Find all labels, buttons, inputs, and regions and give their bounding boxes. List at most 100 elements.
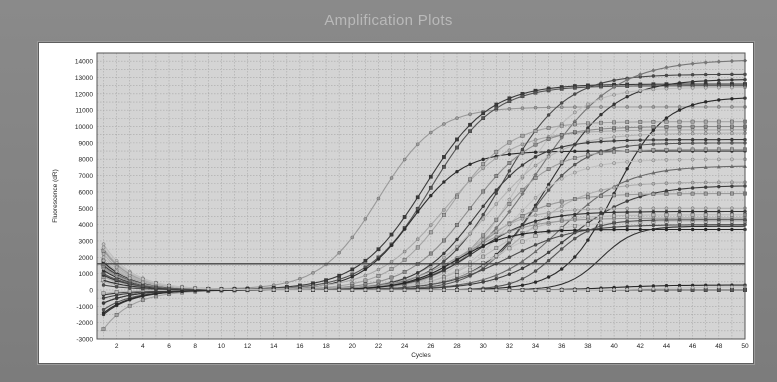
data-point	[101, 301, 106, 305]
data-point	[638, 210, 642, 214]
data-point	[389, 283, 394, 288]
data-point	[442, 208, 446, 212]
data-point	[507, 222, 512, 226]
data-point	[573, 162, 577, 167]
data-point	[730, 157, 734, 162]
data-point	[690, 180, 695, 185]
data-point	[141, 280, 145, 285]
data-point	[690, 137, 695, 142]
data-point	[677, 213, 682, 217]
data-point	[612, 93, 616, 97]
x-axis-label: Cycles	[411, 352, 431, 359]
data-point	[350, 288, 354, 292]
data-point	[533, 155, 538, 159]
data-point	[730, 191, 734, 196]
data-point	[114, 269, 119, 274]
data-point	[114, 285, 119, 289]
data-point	[664, 286, 669, 291]
data-point	[638, 173, 643, 178]
data-point	[455, 269, 459, 274]
data-point	[704, 206, 708, 210]
data-point	[651, 210, 656, 214]
data-point	[140, 298, 145, 302]
data-point	[101, 245, 106, 250]
data-point	[560, 219, 564, 223]
data-point	[520, 283, 525, 287]
data-point	[389, 176, 394, 180]
data-point	[468, 282, 472, 287]
data-point	[704, 128, 708, 132]
data-point	[560, 267, 564, 271]
data-point	[494, 106, 499, 111]
data-point	[677, 63, 682, 68]
data-point	[717, 180, 721, 185]
data-point	[350, 235, 354, 240]
data-point	[730, 119, 734, 124]
data-point	[533, 207, 538, 212]
data-point	[376, 247, 381, 252]
data-point	[677, 227, 682, 232]
data-point	[638, 88, 642, 93]
plot-frame	[96, 52, 746, 340]
data-point	[625, 94, 629, 99]
data-point	[455, 194, 459, 199]
y-tick-label: 7000	[79, 173, 94, 180]
data-point	[560, 101, 564, 105]
data-point	[533, 230, 538, 235]
data-point	[546, 275, 551, 279]
data-point	[128, 297, 132, 301]
data-point	[651, 206, 656, 211]
data-point	[494, 149, 499, 154]
data-point	[389, 259, 394, 264]
data-point	[507, 255, 512, 260]
data-point	[651, 68, 656, 73]
data-point	[585, 202, 590, 206]
data-point	[272, 288, 276, 292]
data-point	[442, 165, 446, 169]
data-point	[730, 137, 734, 142]
data-point	[729, 58, 735, 64]
data-point	[677, 191, 682, 196]
x-tick-label: 32	[506, 343, 514, 350]
data-point	[101, 258, 106, 263]
data-point	[114, 290, 119, 294]
x-tick-label: 38	[584, 343, 592, 350]
data-point	[624, 77, 630, 83]
y-tick-label: 4000	[79, 222, 94, 229]
data-point	[520, 249, 525, 253]
series-layer	[101, 58, 748, 332]
data-point	[677, 181, 682, 185]
data-point	[363, 278, 368, 283]
data-point	[507, 209, 512, 214]
data-point	[690, 186, 695, 190]
data-point	[586, 238, 590, 242]
data-point	[350, 278, 354, 282]
x-tick-label: 40	[610, 343, 618, 350]
data-point	[586, 128, 590, 133]
data-point	[586, 140, 590, 145]
data-point	[664, 206, 669, 211]
data-point	[677, 166, 682, 171]
data-point	[664, 119, 669, 124]
data-point	[677, 73, 682, 77]
data-point	[573, 218, 577, 222]
data-point	[219, 287, 224, 291]
data-point	[507, 174, 512, 178]
data-point	[258, 288, 263, 292]
data-point	[625, 144, 629, 148]
data-point	[507, 197, 512, 202]
data-point	[651, 132, 656, 137]
data-point	[481, 237, 485, 242]
x-tick-label: 8	[193, 343, 197, 350]
data-point	[730, 285, 734, 289]
data-point	[546, 210, 551, 215]
data-point	[533, 105, 538, 110]
data-point	[494, 217, 499, 222]
data-point	[193, 286, 197, 290]
data-point	[664, 158, 669, 162]
data-point	[730, 212, 734, 217]
data-point	[507, 148, 512, 152]
data-point	[494, 284, 498, 289]
data-point	[429, 282, 433, 287]
